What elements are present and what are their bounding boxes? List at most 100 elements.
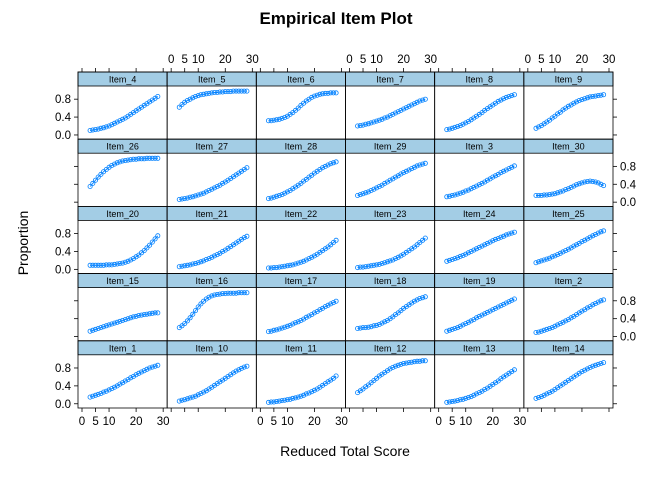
data-point-Item_21-4 — [179, 263, 185, 269]
data-point-Item_25-8 — [547, 255, 553, 261]
data-point-Item_21-9 — [192, 260, 198, 266]
data-point-Item_20-24 — [144, 245, 150, 251]
data-point-Item_15-3 — [87, 328, 93, 334]
x-tick-label-30: 30 — [246, 54, 259, 66]
data-point-Item_26-23 — [141, 156, 147, 162]
x-tick-label-20: 20 — [576, 54, 589, 66]
data-point-Item_7-11 — [376, 117, 382, 123]
data-point-Item_21-17 — [214, 252, 220, 258]
data-point-Item_7-7 — [365, 121, 371, 127]
data-point-Item_16-28 — [244, 290, 250, 296]
data-point-Item_10-25 — [236, 367, 242, 373]
data-point-Item_7-6 — [363, 121, 369, 127]
data-point-Item_3-9 — [460, 189, 466, 195]
data-point-Item_28-25 — [325, 162, 331, 168]
data-point-Item_3-18 — [484, 177, 490, 183]
data-point-Item_19-28 — [511, 296, 517, 302]
data-point-Item_6-7 — [276, 116, 282, 122]
data-point-Item_26-15 — [120, 158, 126, 164]
data-point-Item_21-8 — [190, 261, 196, 267]
strip-label-Item_30: Item_30 — [552, 142, 585, 152]
data-point-Item_9-25 — [593, 93, 599, 99]
data-point-Item_23-15 — [387, 258, 393, 264]
data-point-Item_13-9 — [460, 396, 466, 402]
data-point-Item_27-16 — [211, 185, 217, 191]
data-point-Item_3-4 — [446, 193, 452, 199]
data-point-Item_7-14 — [384, 114, 390, 120]
data-point-Item_11-10 — [284, 397, 290, 403]
data-point-Item_7-8 — [368, 120, 374, 126]
data-point-Item_25-23 — [587, 234, 593, 240]
data-point-Item_23-18 — [395, 254, 401, 260]
data-point-Item_22-18 — [306, 256, 312, 262]
data-point-Item_28-10 — [284, 189, 290, 195]
data-point-Item_5-22 — [228, 89, 234, 95]
data-point-Item_25-12 — [557, 250, 563, 256]
data-point-Item_28-5 — [271, 194, 277, 200]
data-point-Item_5-27 — [241, 88, 247, 94]
data-point-Item_18-9 — [371, 323, 377, 329]
data-point-Item_26-4 — [90, 180, 96, 186]
data-point-Item_23-12 — [379, 260, 385, 266]
data-point-Item_24-26 — [506, 231, 512, 237]
data-point-Item_5-20 — [222, 89, 228, 95]
data-point-Item_16-5 — [182, 321, 188, 327]
data-point-Item_19-9 — [460, 322, 466, 328]
data-point-Item_20-15 — [120, 260, 126, 266]
data-point-Item_5-25 — [236, 88, 242, 94]
data-point-Item_24-6 — [452, 256, 458, 262]
data-point-Item_25-15 — [565, 246, 571, 252]
panel-Item_14 — [523, 340, 614, 409]
data-point-Item_16-10 — [195, 304, 201, 310]
data-point-Item_4-15 — [120, 116, 126, 122]
data-point-Item_22-4 — [268, 265, 274, 271]
data-point-Item_24-22 — [495, 235, 501, 241]
data-point-Item_26-19 — [130, 156, 136, 162]
data-point-Item_15-6 — [95, 325, 101, 331]
data-point-Item_15-8 — [101, 324, 107, 330]
data-point-Item_22-10 — [284, 263, 290, 269]
data-point-Item_30-10 — [552, 191, 558, 197]
data-point-Item_21-14 — [206, 256, 212, 262]
data-point-Item_3-16 — [479, 180, 485, 186]
strip-label-Item_26: Item_26 — [106, 142, 139, 152]
data-point-Item_8-23 — [498, 97, 504, 103]
data-point-Item_4-7 — [98, 125, 104, 131]
data-point-Item_11-7 — [276, 398, 282, 404]
data-point-Item_10-7 — [187, 395, 193, 401]
data-point-Item_13-14 — [473, 391, 479, 397]
strip-label-Item_4: Item_4 — [109, 75, 137, 85]
y-tick-label-0.8: 0.8 — [55, 363, 71, 375]
data-point-Item_7-15 — [387, 113, 393, 119]
data-point-Item_3-15 — [476, 182, 482, 188]
data-point-Item_19-11 — [465, 319, 471, 325]
data-point-Item_18-7 — [365, 324, 371, 330]
data-point-Item_27-28 — [244, 165, 250, 171]
data-point-Item_1-12 — [112, 384, 118, 390]
data-point-Item_12-18 — [395, 362, 401, 368]
data-point-Item_15-4 — [90, 327, 96, 333]
data-point-Item_24-14 — [473, 246, 479, 252]
data-point-Item_2-13 — [560, 319, 566, 325]
data-point-Item_14-20 — [579, 369, 585, 375]
data-point-Item_22-7 — [276, 264, 282, 270]
data-point-Item_4-12 — [112, 120, 118, 126]
data-point-Item_30-20 — [579, 180, 585, 186]
data-point-Item_19-26 — [506, 299, 512, 305]
data-point-Item_29-7 — [365, 189, 371, 195]
data-point-Item_3-28 — [511, 163, 517, 169]
data-point-Item_29-8 — [368, 187, 374, 193]
data-point-Item_7-24 — [411, 101, 417, 107]
strip-label-Item_11: Item_11 — [285, 343, 317, 353]
data-point-Item_25-7 — [544, 256, 550, 262]
data-point-Item_30-27 — [598, 181, 604, 187]
chart-title: Empirical Item Plot — [259, 9, 412, 28]
data-point-Item_24-8 — [457, 253, 463, 259]
y-tick-label-0.8: 0.8 — [620, 161, 636, 173]
data-point-Item_29-25 — [414, 163, 420, 169]
data-point-Item_8-8 — [457, 123, 463, 129]
data-point-Item_6-21 — [314, 92, 320, 98]
data-point-Item_23-7 — [365, 263, 371, 269]
strip-label-Item_16: Item_16 — [195, 276, 228, 286]
data-point-Item_23-6 — [363, 264, 369, 270]
